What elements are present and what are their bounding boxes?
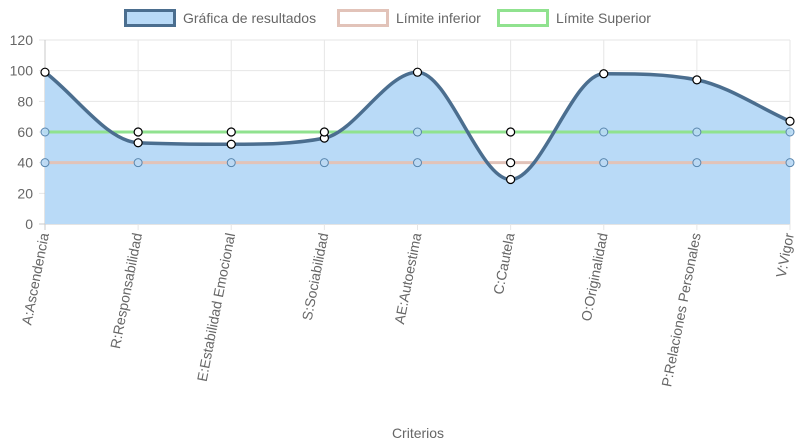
- x-tick-label: AE:Autoestima: [391, 231, 424, 325]
- y-tick-label: 100: [10, 63, 34, 79]
- point-limite-superior[interactable]: [599, 127, 609, 137]
- x-tick-label: R:Responsabilidad: [107, 232, 145, 350]
- point-limite-inferior[interactable]: [226, 158, 236, 168]
- point-limite-superior[interactable]: [226, 127, 236, 137]
- point-grafica-de-resultados[interactable]: [785, 116, 795, 126]
- y-tick-label: 60: [17, 124, 33, 140]
- legend-item-limite-inferior[interactable]: Límite inferior: [337, 9, 482, 27]
- point-grafica-de-resultados[interactable]: [506, 174, 516, 185]
- legend: Gráfica de resultados Límite inferior Lími…: [124, 9, 652, 27]
- legend-swatch: [337, 9, 389, 27]
- point-limite-superior[interactable]: [692, 127, 702, 137]
- point-limite-inferior[interactable]: [599, 158, 609, 168]
- point-limite-superior[interactable]: [506, 127, 516, 137]
- y-tick-label: 40: [17, 155, 33, 171]
- point-limite-inferior[interactable]: [319, 158, 329, 168]
- y-tick-label: 0: [25, 216, 33, 232]
- x-tick-label: E:Estabilidad Emocional: [194, 232, 239, 383]
- point-grafica-de-resultados[interactable]: [226, 139, 236, 149]
- point-limite-inferior[interactable]: [785, 158, 795, 168]
- x-axis-ticks: A:Ascendencia R:Responsabilidad E:Estabili…: [18, 231, 795, 388]
- point-limite-inferior[interactable]: [413, 158, 422, 168]
- legend-swatch: [497, 9, 549, 27]
- point-grafica-de-resultados[interactable]: [599, 69, 609, 79]
- legend-item-grafica-de-resultados[interactable]: Gráfica de resultados: [124, 9, 317, 27]
- point-grafica-de-resultados[interactable]: [692, 75, 702, 85]
- point-limite-superior[interactable]: [319, 127, 329, 137]
- legend-label: Gráfica de resultados: [183, 10, 316, 26]
- x-tick-label: V:Vigor: [773, 231, 795, 279]
- legend-label: Límite inferior: [396, 10, 481, 26]
- x-axis-title: Criterios: [392, 425, 444, 441]
- legend-label: Límite Superior: [556, 10, 651, 26]
- series-area-grafica-de-resultados: [45, 72, 790, 224]
- x-tick-label: C:Cautela: [490, 231, 518, 295]
- y-axis-ticks: 0 20 40 60 80 100 120: [10, 32, 34, 232]
- y-tick-label: 20: [17, 185, 33, 201]
- legend-item-limite-superior[interactable]: Límite Superior: [497, 9, 652, 27]
- point-grafica-de-resultados[interactable]: [40, 67, 50, 77]
- legend-swatch: [124, 9, 176, 27]
- point-grafica-de-resultados[interactable]: [412, 67, 423, 77]
- point-limite-inferior[interactable]: [692, 158, 702, 168]
- series-fills: [45, 72, 790, 224]
- y-tick-label: 120: [10, 32, 34, 48]
- point-limite-superior[interactable]: [413, 127, 422, 137]
- x-tick-label: P:Relaciones Personales: [658, 232, 704, 389]
- point-limite-inferior[interactable]: [133, 158, 143, 168]
- y-tick-label: 80: [17, 93, 33, 109]
- point-limite-inferior[interactable]: [40, 158, 50, 168]
- point-grafica-de-resultados[interactable]: [133, 138, 143, 148]
- point-limite-superior[interactable]: [785, 127, 795, 137]
- point-limite-superior[interactable]: [40, 127, 50, 137]
- series-points: [40, 67, 795, 185]
- x-tick-label: O:Originalidad: [578, 232, 611, 323]
- x-tick-label: A:Ascendencia: [18, 231, 52, 326]
- point-limite-inferior[interactable]: [506, 158, 516, 168]
- x-tick-label: S:Sociabilidad: [299, 232, 332, 322]
- series-line-grafica-de-resultados: [43, 70, 792, 182]
- point-limite-superior[interactable]: [133, 127, 143, 137]
